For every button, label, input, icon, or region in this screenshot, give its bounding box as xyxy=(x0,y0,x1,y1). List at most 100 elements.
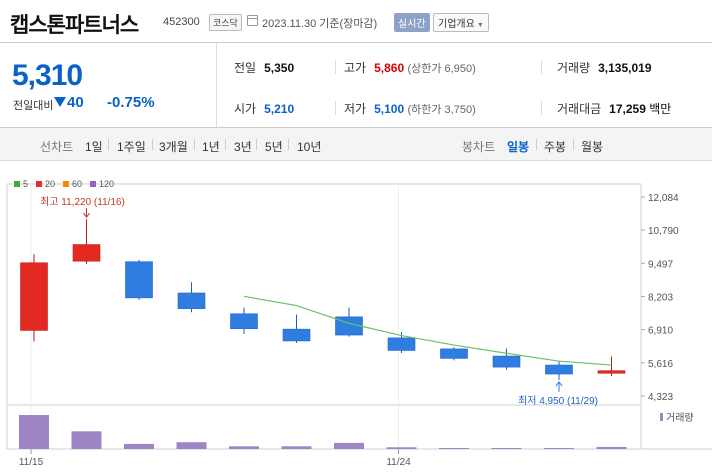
low-label: 저가 xyxy=(344,102,367,116)
legend-label: 5 xyxy=(23,179,29,189)
volume-bar xyxy=(229,446,259,449)
high-label: 고가 xyxy=(344,61,367,75)
high-value: 5,860 xyxy=(374,61,405,75)
y-tick-label: 5,616 xyxy=(648,359,673,370)
legend-item-ma5[interactable]: 5 xyxy=(14,179,28,189)
volume-bar xyxy=(596,446,627,449)
candlestick-chart-svg[interactable]: 12,084 10,790 9,497 8,203 6,910 5,616 4,323 11/… xyxy=(0,162,712,476)
divider xyxy=(541,60,542,74)
candle-body xyxy=(282,328,311,342)
low-price: 저가 5,100 (하한가 3,750) xyxy=(344,100,476,117)
period-1d[interactable]: 1일 xyxy=(85,140,103,154)
plot-frame xyxy=(6,183,642,450)
divider xyxy=(225,139,226,150)
y-tick-label: 8,203 xyxy=(648,293,673,304)
x-tick-label: 11/15 xyxy=(19,457,44,468)
change-amount: 40 xyxy=(67,94,84,111)
volume-bar xyxy=(544,447,574,449)
calendar-icon xyxy=(247,15,258,26)
divider xyxy=(536,139,537,150)
open-value: 5,210 xyxy=(264,102,295,116)
volume-bar xyxy=(176,442,207,449)
prev-close: 전일 5,350 xyxy=(234,59,294,76)
line-chart-label: 선차트 xyxy=(40,140,74,154)
divider xyxy=(256,139,257,150)
volume-value: 3,135,019 xyxy=(598,61,652,75)
divider xyxy=(573,139,574,150)
period-3y[interactable]: 3년 xyxy=(234,140,252,154)
current-price: 5,310 xyxy=(12,59,83,92)
prev-close-value: 5,350 xyxy=(264,61,295,75)
legend-label: 20 xyxy=(45,179,56,189)
change-label: 전일대비 xyxy=(13,100,54,112)
candle-body xyxy=(20,262,48,331)
legend-swatch xyxy=(14,181,20,187)
volume-bar xyxy=(19,415,49,449)
candle-body xyxy=(440,348,468,359)
volume-bar xyxy=(281,446,312,449)
divider xyxy=(335,60,336,74)
candle-body xyxy=(125,261,153,299)
amount-value: 17,259 xyxy=(609,102,646,116)
min-annotation: 최저 4,950 (11/29) xyxy=(518,395,598,407)
y-tick-label: 4,323 xyxy=(648,392,673,403)
quote-panel: 5,310 전일대비 40 -0.75% 전일 5,350 고가 5,860 (상한… xyxy=(0,42,712,128)
company-overview-label: 기업개요 xyxy=(438,19,475,30)
stock-chart: 5 20 60 120 12,084 10,790 9,497 8,203 6,910 5,61… xyxy=(0,162,712,476)
legend-item-ma60[interactable]: 60 xyxy=(63,179,82,189)
legend-label: 60 xyxy=(72,179,83,189)
max-arrow-head xyxy=(83,212,90,218)
legend-item-ma120[interactable]: 120 xyxy=(90,179,114,189)
change-percent: -0.75% xyxy=(107,94,155,111)
divider xyxy=(108,139,109,150)
open-label: 시가 xyxy=(234,102,257,116)
candle-body xyxy=(492,355,521,368)
volume-bar xyxy=(439,447,469,449)
legend-swatch xyxy=(36,181,43,187)
volume-legend-label: 거래량 xyxy=(666,412,694,424)
volume-bar xyxy=(334,442,364,449)
candle-body xyxy=(72,244,101,262)
stock-header: 캡스톤파트너스 452300 코스닥 2023.11.30 기준(장마감) 실시… xyxy=(0,0,712,42)
low-value: 5,100 xyxy=(374,102,405,116)
candle-body xyxy=(230,313,258,329)
legend-swatch xyxy=(63,181,70,187)
divider xyxy=(152,139,153,150)
x-tick-label: 11/24 xyxy=(386,457,411,468)
divider xyxy=(194,139,195,150)
high-price: 고가 5,860 (상한가 6,950) xyxy=(344,59,476,76)
divider xyxy=(288,139,289,150)
current-price-box: 5,310 전일대비 40 -0.75% xyxy=(0,43,217,127)
stock-code: 452300 xyxy=(163,16,200,28)
down-triangle-icon xyxy=(54,97,66,107)
period-3m[interactable]: 3개월 xyxy=(159,140,188,154)
candle-body xyxy=(387,337,416,351)
volume: 거래량 3,135,019 xyxy=(557,59,652,76)
company-overview-button[interactable]: 기업개요 ▼ xyxy=(433,13,489,32)
min-arrow-head xyxy=(555,381,563,387)
candle-chart-label: 봉차트 xyxy=(462,140,496,154)
candle-daily[interactable]: 일봉 xyxy=(507,140,530,154)
ma5-line xyxy=(243,295,612,366)
legend-item-ma20[interactable]: 20 xyxy=(36,179,55,189)
period-selector: 선차트 1일 1주일 3개월 1년 3년 5년 10년 봉차트 일봉 주봉 월봉 xyxy=(0,128,712,161)
trade-amount: 거래대금 17,259 백만 xyxy=(557,100,671,117)
y-tick-label: 9,497 xyxy=(648,259,673,270)
period-10y[interactable]: 10년 xyxy=(297,140,322,154)
period-5y[interactable]: 5년 xyxy=(265,140,283,154)
legend-swatch xyxy=(90,181,97,187)
candle-monthly[interactable]: 월봉 xyxy=(581,140,604,154)
period-1y[interactable]: 1년 xyxy=(202,140,220,154)
y-tick-label: 10,790 xyxy=(648,226,679,237)
volume-bar xyxy=(124,443,154,449)
volume-bar xyxy=(386,447,417,449)
period-1w[interactable]: 1주일 xyxy=(117,140,146,154)
realtime-button[interactable]: 실시간 xyxy=(394,13,430,32)
stock-name: 캡스톤파트너스 xyxy=(10,14,139,37)
candle-weekly[interactable]: 주봉 xyxy=(544,140,567,154)
divider xyxy=(335,101,336,115)
volume-bar xyxy=(491,447,522,449)
amount-label: 거래대금 xyxy=(557,102,602,116)
lower-limit: (하한가 3,750) xyxy=(407,104,476,116)
open-price: 시가 5,210 xyxy=(234,100,294,117)
